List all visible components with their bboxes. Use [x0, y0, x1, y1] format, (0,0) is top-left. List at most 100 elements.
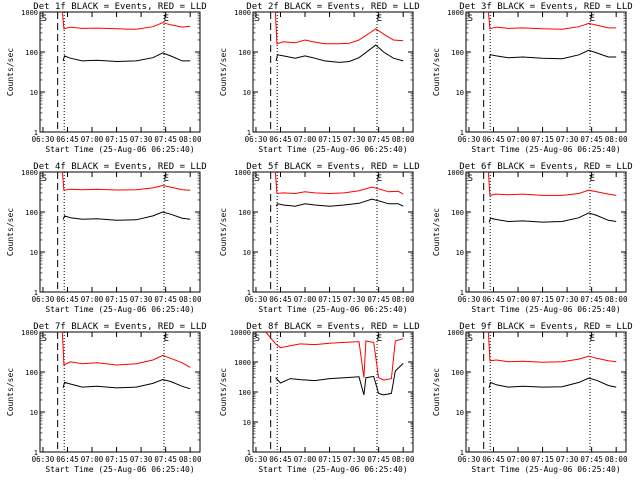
x-tick-label: 06:45 — [482, 455, 505, 464]
x-tick-label: 06:45 — [56, 455, 79, 464]
x-tick-label: 06:30 — [458, 455, 481, 464]
y-tick-label: 100 — [25, 49, 38, 57]
x-tick-label: 07:00 — [294, 455, 317, 464]
end-marker-label: E — [590, 14, 595, 24]
start-marker-label: S — [255, 174, 260, 184]
y-tick-label: 1 — [247, 449, 251, 457]
y-tick-label: 100 — [25, 209, 38, 217]
lld-series-line — [61, 171, 191, 191]
panel-title: Det 7f BLACK = Events, RED = LLD — [33, 322, 206, 332]
plot-frame — [465, 331, 627, 453]
y-tick-label: 10 — [30, 249, 38, 257]
events-series-line — [62, 378, 191, 390]
x-tick-label: 07:45 — [154, 455, 177, 464]
events-series-line — [275, 44, 404, 63]
y-tick-label: 10 — [30, 409, 38, 417]
x-axis-label: Start Time (25-Aug-06 06:25:40) — [471, 305, 620, 314]
y-tick-label: 1 — [34, 449, 38, 457]
x-tick-label: 07:00 — [294, 135, 317, 144]
x-tick-label: 06:30 — [245, 135, 268, 144]
start-marker-label: S — [42, 174, 47, 184]
x-tick-label: 08:00 — [392, 135, 415, 144]
x-tick-label: 06:30 — [245, 455, 268, 464]
lld-series-line — [487, 171, 617, 197]
x-axis-label: Start Time (25-Aug-06 06:25:40) — [45, 465, 194, 474]
y-tick-label: 10 — [456, 249, 464, 257]
x-tick-label: 07:45 — [367, 455, 390, 464]
y-tick-label: 1 — [460, 129, 464, 137]
x-tick-label: 07:45 — [367, 295, 390, 304]
x-axis-label: Start Time (25-Aug-06 06:25:40) — [471, 465, 620, 474]
x-tick-label: 07:30 — [343, 135, 366, 144]
y-tick-label: 1000 — [447, 9, 464, 17]
plot-frame — [39, 11, 201, 133]
y-tick-label: 1000 — [234, 359, 251, 367]
x-tick-label: 07:30 — [130, 135, 153, 144]
y-tick-label: 10 — [243, 419, 251, 427]
end-marker-label: E — [164, 334, 169, 344]
x-tick-label: 07:30 — [343, 295, 366, 304]
y-tick-label: 10 — [243, 89, 251, 97]
panel-title: Det 8f BLACK = Events, RED = LLD — [246, 322, 419, 332]
x-tick-label: 08:00 — [392, 295, 415, 304]
panel-title: Det 9f BLACK = Events, RED = LLD — [459, 322, 632, 332]
y-tick-label: 1000 — [447, 329, 464, 337]
x-tick-label: 07:45 — [367, 135, 390, 144]
events-series-line — [62, 52, 191, 63]
events-series-line — [488, 49, 617, 60]
end-marker-label: E — [377, 14, 382, 24]
x-tick-label: 07:30 — [130, 455, 153, 464]
x-tick-label: 07:30 — [556, 295, 579, 304]
plot-frame — [465, 171, 627, 293]
x-tick-label: 07:00 — [294, 295, 317, 304]
x-axis-label: Start Time (25-Aug-06 06:25:40) — [45, 145, 194, 154]
x-axis-label: Start Time (25-Aug-06 06:25:40) — [258, 465, 407, 474]
y-tick-label: 1 — [247, 289, 251, 297]
start-marker-label: S — [468, 334, 473, 344]
end-marker-label: E — [377, 174, 382, 184]
y-tick-label: 1000 — [234, 169, 251, 177]
plot-frame — [252, 171, 414, 293]
x-tick-label: 08:00 — [179, 295, 202, 304]
x-tick-label: 06:45 — [269, 455, 292, 464]
x-tick-label: 07:45 — [580, 455, 603, 464]
x-tick-label: 07:00 — [507, 135, 530, 144]
y-axis-label: Counts/sec — [219, 48, 228, 96]
x-tick-label: 07:15 — [105, 455, 128, 464]
x-tick-label: 08:00 — [605, 135, 628, 144]
y-tick-label: 1 — [247, 129, 251, 137]
events-series-line — [488, 212, 617, 223]
x-tick-label: 07:00 — [81, 135, 104, 144]
x-tick-label: 07:45 — [154, 295, 177, 304]
x-tick-label: 07:45 — [580, 295, 603, 304]
events-series-line — [62, 211, 191, 221]
lld-series-line — [61, 11, 191, 30]
y-tick-label: 1000 — [21, 329, 38, 337]
y-axis-label: Counts/sec — [432, 368, 441, 416]
end-marker-label: E — [164, 174, 169, 184]
x-tick-label: 07:15 — [318, 295, 341, 304]
x-tick-label: 07:30 — [556, 455, 579, 464]
plot-frame — [39, 171, 201, 293]
y-tick-label: 1 — [34, 129, 38, 137]
y-tick-label: 100 — [451, 369, 464, 377]
x-axis-label: Start Time (25-Aug-06 06:25:40) — [45, 305, 194, 314]
y-tick-label: 1 — [460, 289, 464, 297]
lld-series-line — [265, 331, 404, 381]
x-tick-label: 07:15 — [531, 135, 554, 144]
y-tick-label: 1 — [460, 449, 464, 457]
y-tick-label: 100 — [238, 389, 251, 397]
start-marker-label: S — [255, 334, 260, 344]
y-axis-label: Counts/sec — [219, 368, 228, 416]
panel-title: Det 1f BLACK = Events, RED = LLD — [33, 2, 206, 12]
lld-series-line — [61, 331, 191, 368]
x-tick-label: 07:45 — [580, 135, 603, 144]
end-marker-label: E — [590, 174, 595, 184]
x-tick-label: 06:45 — [56, 135, 79, 144]
